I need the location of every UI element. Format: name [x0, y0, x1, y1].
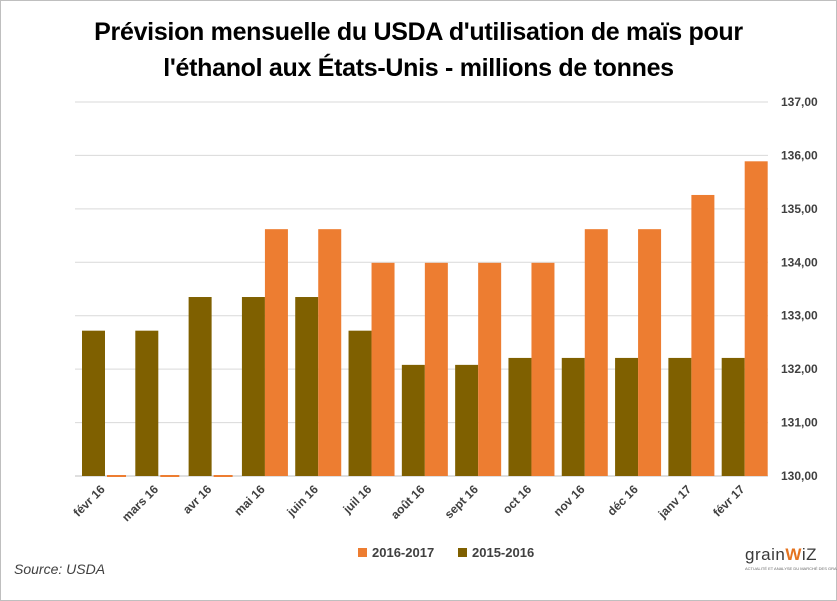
- legend-item-2016-2017: 2016-2017: [358, 545, 434, 560]
- bar-2016-2017: [478, 262, 502, 476]
- bar-2016-2017: [531, 262, 555, 476]
- x-tick-label: août 16: [388, 482, 428, 522]
- x-tick-label: juil 16: [340, 482, 375, 517]
- logo-tagline: ACTUALITÉ ET ANALYSE DU MARCHÉ DES GRAIN…: [745, 566, 837, 571]
- source-note: Source: USDA: [14, 561, 106, 577]
- y-tick-label: 130,00: [781, 469, 818, 483]
- bar-2016-2017: [584, 229, 608, 476]
- bar-2015-2016: [135, 330, 159, 476]
- x-tick-label: nov 16: [551, 482, 588, 519]
- bar-2015-2016: [561, 357, 585, 476]
- chart-title-line-2: l'éthanol aux États-Unis - millions de t…: [163, 54, 674, 82]
- bar-2015-2016: [188, 297, 212, 476]
- y-tick-label: 133,00: [781, 309, 818, 323]
- x-tick-label: déc 16: [605, 482, 642, 519]
- bar-2015-2016: [401, 364, 425, 476]
- legend-label-2015-2016: 2015-2016: [472, 545, 535, 560]
- bar-2015-2016: [82, 330, 105, 476]
- y-tick-label: 134,00: [781, 255, 818, 269]
- x-tick-label: mars 16: [119, 482, 161, 524]
- x-tick-label: juin 16: [284, 482, 322, 520]
- bar-2016-2017: [691, 194, 715, 477]
- bar-2015-2016: [348, 330, 372, 476]
- bar-2016-2017: [744, 161, 768, 476]
- grainwiz-logo: grainWiZ ACTUALITÉ ET ANALYSE DU MARCHÉ …: [745, 545, 837, 575]
- x-tick-label: avr 16: [180, 482, 215, 517]
- legend-label-2016-2017: 2016-2017: [372, 545, 435, 560]
- bar-2015-2016: [721, 357, 745, 476]
- bar-2016-2017: [371, 262, 395, 476]
- x-tick-label: janv 17: [655, 482, 695, 522]
- bar-2015-2016: [668, 357, 692, 476]
- bar-2015-2016: [508, 357, 532, 476]
- legend-item-2015-2016: 2015-2016: [458, 545, 534, 560]
- x-tick-label: mai 16: [231, 482, 268, 519]
- y-tick-label: 137,00: [781, 95, 818, 109]
- bar-2015-2016: [241, 297, 265, 476]
- bar-2015-2016: [295, 297, 319, 476]
- y-tick-label: 136,00: [781, 148, 818, 162]
- y-tick-label: 131,00: [781, 416, 818, 430]
- x-tick-label: févr 17: [710, 482, 747, 519]
- bar-2016-2017: [264, 229, 288, 476]
- x-tick-label: sept 16: [442, 482, 481, 521]
- bar-2015-2016: [455, 364, 479, 476]
- y-tick-label: 135,00: [781, 202, 818, 216]
- bar-2015-2016: [615, 357, 639, 476]
- legend-swatch-2016-2017: [358, 548, 367, 557]
- bar-2016-2017: [318, 229, 342, 476]
- x-tick-label: févr 16: [71, 482, 108, 519]
- chart-title-line-1: Prévision mensuelle du USDA d'utilisatio…: [94, 18, 743, 46]
- bar-2016-2017: [638, 229, 662, 476]
- legend-swatch-2015-2016: [458, 548, 467, 557]
- logo-wordmark: grainWiZ: [745, 545, 818, 564]
- y-tick-label: 132,00: [781, 362, 818, 376]
- x-tick-label: oct 16: [500, 482, 535, 517]
- bar-2016-2017: [424, 262, 448, 476]
